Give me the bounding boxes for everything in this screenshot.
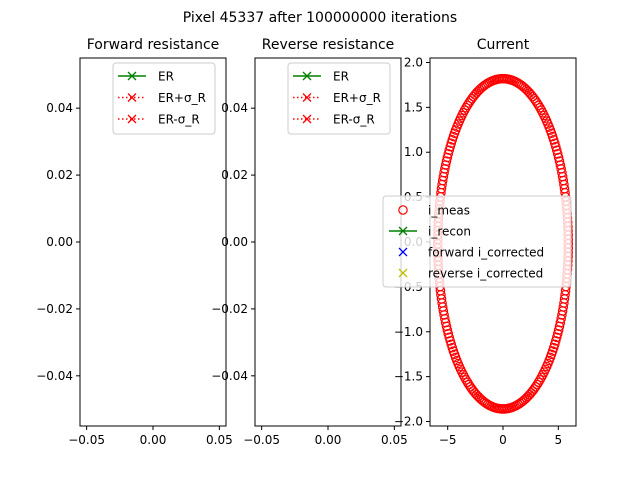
legend-entry: reverse i_corrected <box>398 267 543 281</box>
x-tick-label: 0.05 <box>206 433 233 447</box>
i-meas-point <box>551 145 562 156</box>
panel-title: Reverse resistance <box>262 37 395 53</box>
legend-entry: ER-σ_R <box>118 113 200 127</box>
axes-frame <box>79 57 227 427</box>
i-meas-point <box>478 81 488 92</box>
y-tick-label: 0.04 <box>221 101 248 115</box>
x-tick-label: −0.05 <box>68 433 105 447</box>
x-tick-label: 0.00 <box>315 433 342 447</box>
legend-marker-x <box>302 114 312 124</box>
legend-label: reverse i_corrected <box>428 267 543 281</box>
y-tick-label: −0.04 <box>211 369 248 383</box>
i-meas-point <box>533 100 544 111</box>
legend-label: ER+σ_R <box>158 91 206 105</box>
y-tick-label: 1.0 <box>404 145 423 159</box>
y-tick-label: 0.04 <box>46 101 73 115</box>
panel-reverse-resistance: Reverse resistance −0.05 0.00 0.05 0.04 0.02… <box>211 37 408 447</box>
legend-marker-o <box>398 205 408 215</box>
i-meas-point <box>443 149 454 159</box>
i-meas-point <box>552 328 563 339</box>
i-meas-point <box>461 102 471 113</box>
legend-label: forward i_corrected <box>428 246 544 260</box>
y-tick-label: −1.5 <box>394 370 423 384</box>
i-meas-point <box>442 325 453 335</box>
legend-box <box>287 62 391 135</box>
legend-entry: i_meas <box>398 204 470 218</box>
legend-label: i_meas <box>428 204 470 218</box>
legend-entry: ER <box>118 70 174 84</box>
legend-entry: forward i_corrected <box>398 246 544 260</box>
legend-label: ER+σ_R <box>333 91 381 105</box>
y-tick-label: −2.0 <box>394 415 423 429</box>
i-meas-point <box>518 396 528 406</box>
legend-marker-x <box>302 93 312 102</box>
legend-marker-x <box>127 93 137 102</box>
i-meas-point <box>555 317 566 328</box>
panel-current: Current −5052.01.51.00.50.0−0.5−1.0−1.5−… <box>382 37 577 447</box>
i-meas-point <box>552 149 563 159</box>
i-meas-point <box>444 332 455 343</box>
legend-entry: ER <box>293 70 349 84</box>
i-meas-point <box>461 375 471 385</box>
legend-label: ER <box>333 70 349 84</box>
panel-title: Forward resistance <box>87 37 220 53</box>
legend-label: i_recon <box>428 225 471 239</box>
figure-suptitle: Pixel 45337 after 100000000 iterations <box>183 10 457 26</box>
y-tick-label: 0.02 <box>221 168 248 182</box>
i-meas-point <box>443 328 454 339</box>
y-tick-label: 2.0 <box>404 55 423 69</box>
legend-box <box>112 62 216 135</box>
legend-marker-x <box>127 114 137 124</box>
x-tick-label: −0.05 <box>243 433 280 447</box>
y-tick-label: −0.02 <box>36 302 73 316</box>
x-tick-label: 5 <box>554 433 562 447</box>
x-tick-label: 0.05 <box>381 433 408 447</box>
x-tick-label: 0 <box>499 433 507 447</box>
i-meas-point <box>535 375 545 385</box>
legend-entry: ER+σ_R <box>293 91 381 105</box>
legend-label: ER <box>158 70 174 84</box>
panel-forward-resistance: Forward resistance −0.05 0.00 0.05 0.04 0.02… <box>36 37 233 447</box>
legend-entry: i_recon <box>389 225 471 239</box>
i-meas-point <box>464 379 474 390</box>
legend-entry: ER-σ_R <box>293 113 375 127</box>
i-meas-point <box>553 325 564 335</box>
y-tick-label: 0.00 <box>221 235 248 249</box>
y-tick-label: 1.5 <box>404 100 423 114</box>
i-meas-point <box>535 102 545 113</box>
i-meas-point <box>462 377 473 388</box>
i-meas-point <box>442 152 453 163</box>
i-meas-point <box>532 98 542 108</box>
legend-marker-x <box>398 226 408 236</box>
legend-box <box>382 195 572 288</box>
y-tick-label: −0.04 <box>36 369 73 383</box>
legend-marker-x <box>398 268 408 278</box>
i-meas-point <box>441 156 452 167</box>
y-tick-label: 0.02 <box>46 168 73 182</box>
i-meas-point <box>496 73 507 84</box>
x-tick-label: 0.00 <box>140 433 167 447</box>
i-meas-point <box>459 105 470 115</box>
legend-marker-x <box>127 71 137 81</box>
legend-label: ER-σ_R <box>158 113 200 127</box>
y-tick-label: −1.0 <box>394 325 423 339</box>
i-meas-point <box>553 152 564 163</box>
y-tick-label: −0.02 <box>211 302 248 316</box>
i-meas-point <box>554 321 565 332</box>
legend-marker-x <box>398 247 408 257</box>
legend-label: ER-σ_R <box>333 113 375 127</box>
legend-entry: ER+σ_R <box>118 91 206 105</box>
panel-title: Current <box>477 37 530 53</box>
legend-marker-x <box>302 71 312 81</box>
x-tick-label: −5 <box>439 433 457 447</box>
i-meas-point <box>440 160 451 170</box>
i-meas-point <box>536 372 547 383</box>
y-tick-label: 0.00 <box>46 235 73 249</box>
